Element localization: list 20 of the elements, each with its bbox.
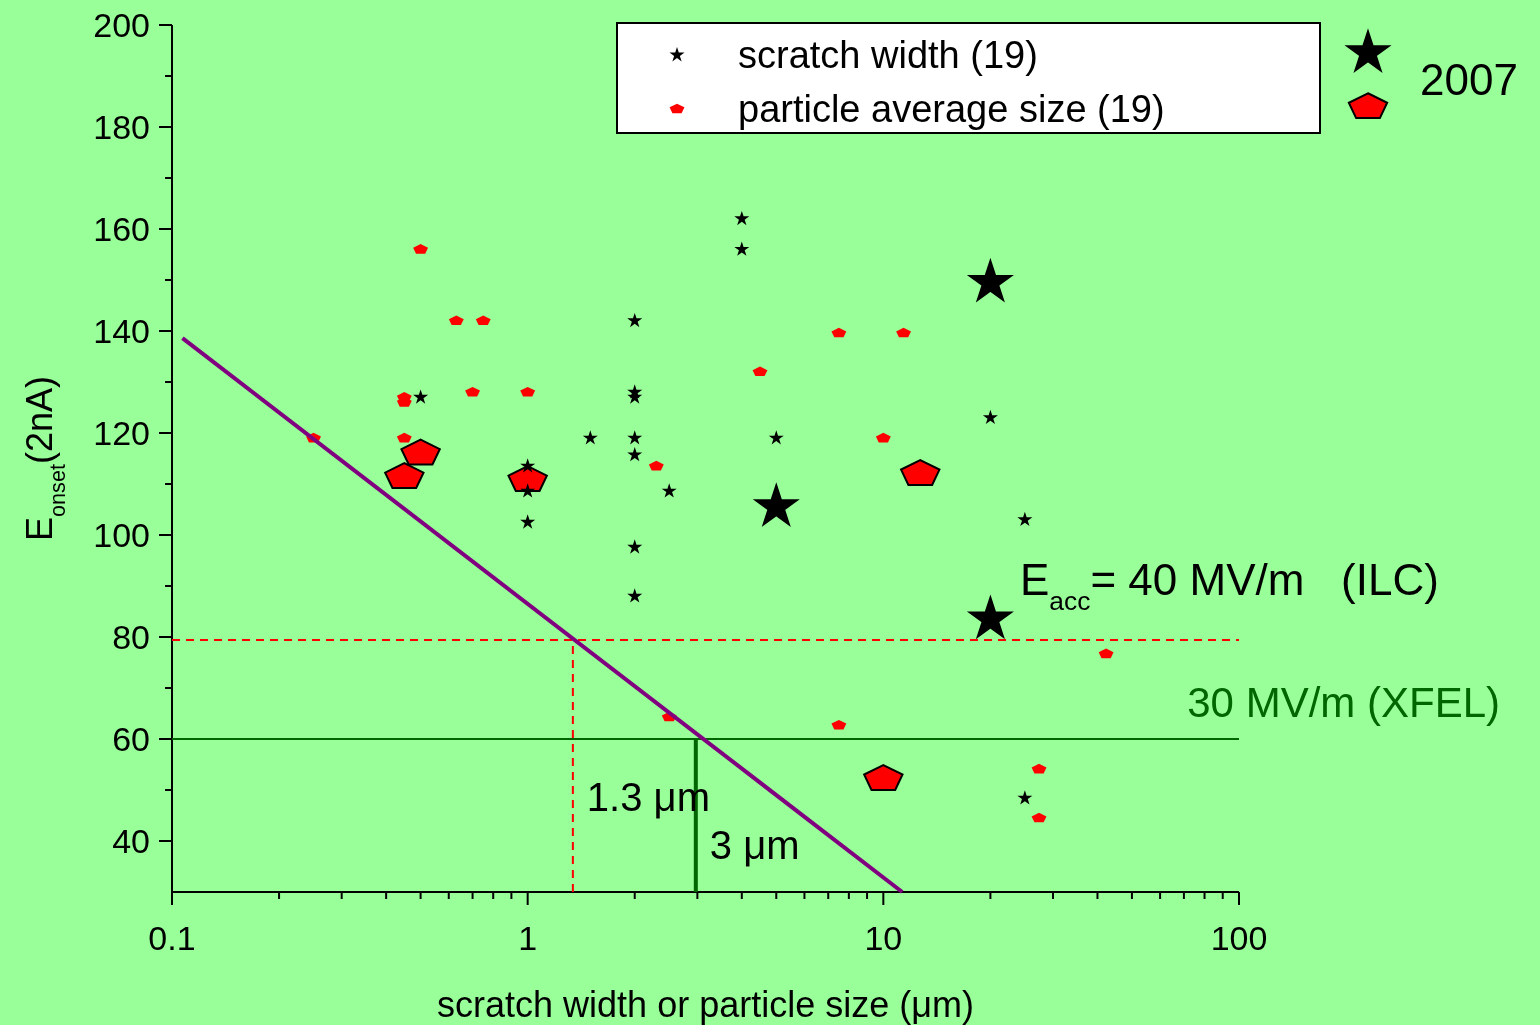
x-tick-label: 100 [1210, 919, 1268, 957]
x-tick-label: 10 [864, 919, 903, 957]
y-tick-label: 120 [93, 413, 150, 452]
annotation: 3 μm [709, 823, 800, 868]
y-tick-label: 60 [112, 719, 150, 758]
x-axis-title: scratch width or particle size (μm) [437, 984, 974, 1025]
y-tick-label: 180 [93, 107, 150, 146]
y-tick-label: 100 [93, 515, 150, 554]
annotation: E$_{acc}$= 40 MV/m (ILC) [1020, 555, 1439, 617]
y-tick-label: 40 [112, 821, 150, 860]
y-tick-label: 80 [112, 617, 150, 656]
ref-line-label: 30 MV/m (XFEL) [1187, 679, 1500, 726]
y-tick-label: 160 [93, 209, 150, 248]
x-tick-label: 1 [518, 919, 538, 957]
legend-label: 2007 [1420, 55, 1518, 105]
legend-label: particle average size (19) [738, 88, 1165, 131]
x-tick-label: 0.1 [148, 919, 196, 957]
legend-label: scratch width (19) [738, 34, 1038, 77]
y-tick-label: 200 [93, 5, 150, 44]
y-tick-label: 140 [93, 311, 150, 350]
